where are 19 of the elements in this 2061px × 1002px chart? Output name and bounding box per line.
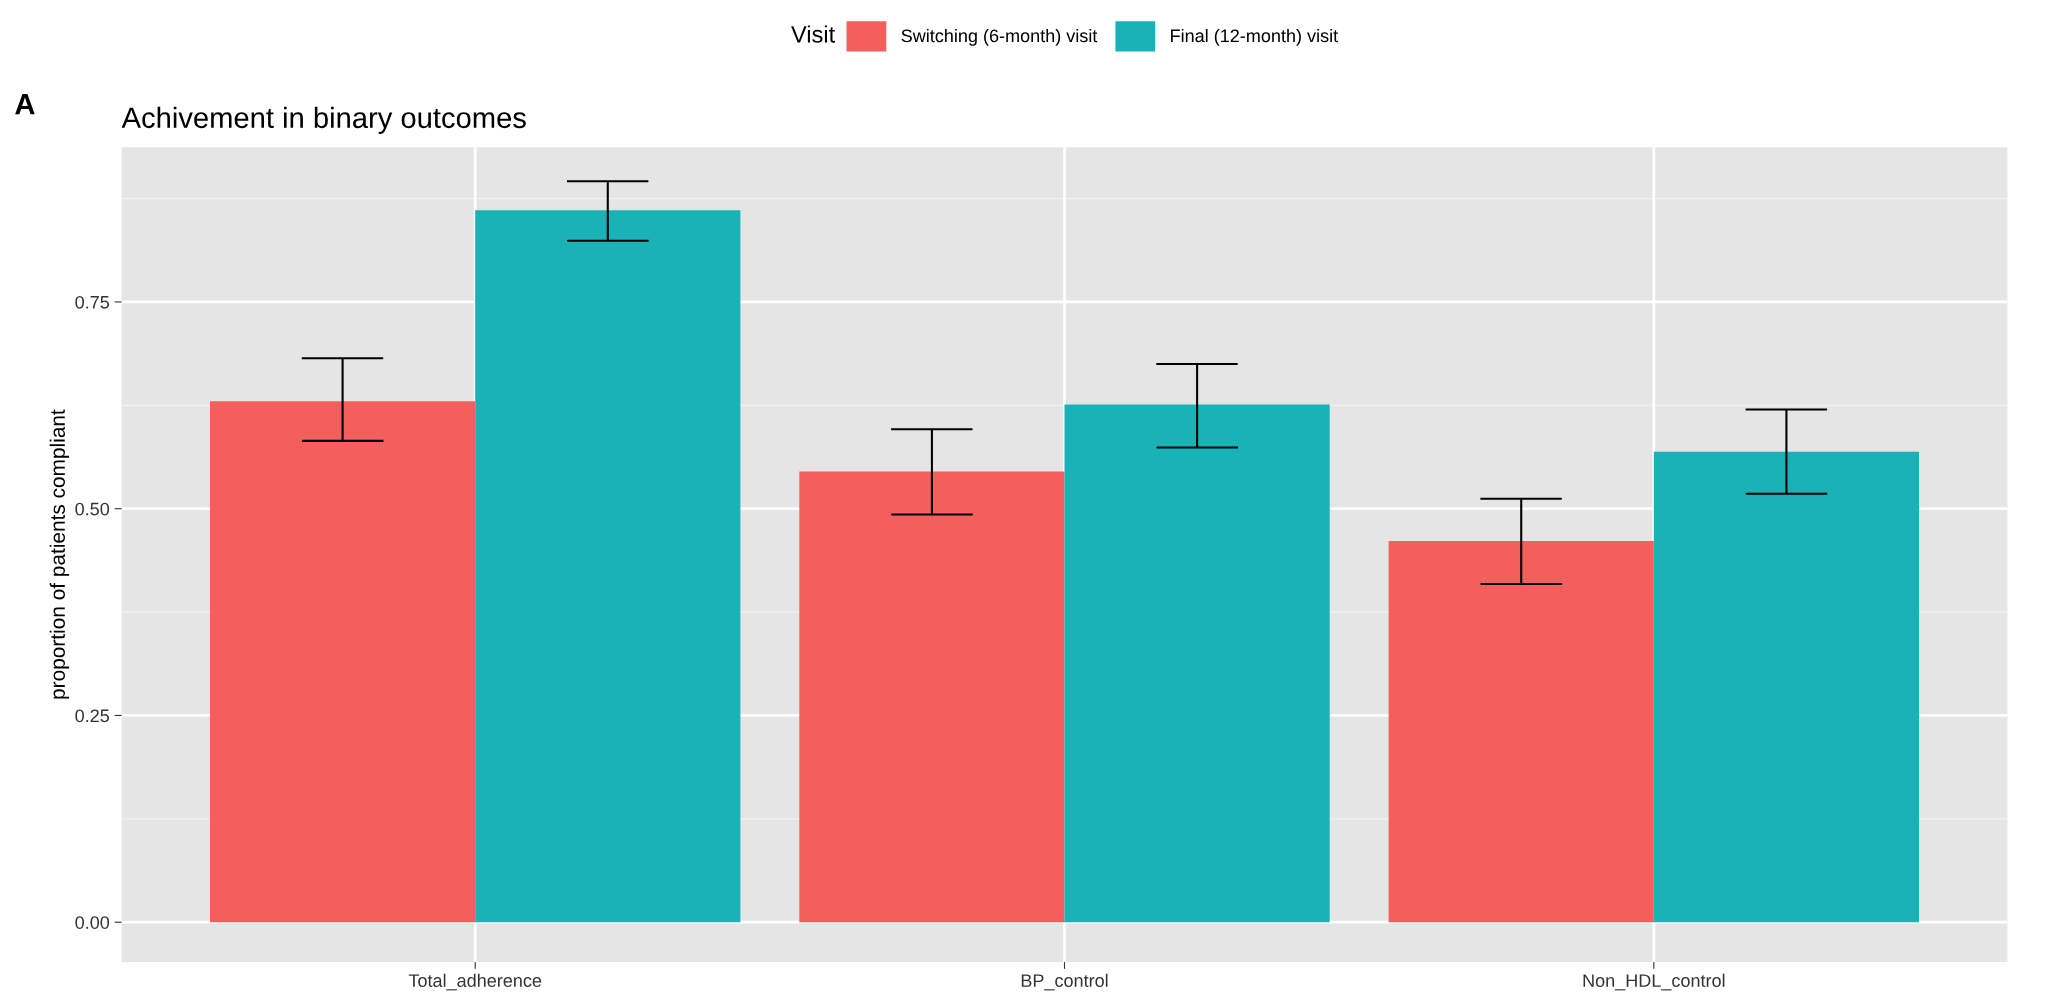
legend-title: Visit <box>791 25 835 43</box>
text: A <box>15 94 35 115</box>
x-tick-label: BP_control <box>1021 973 1108 991</box>
y-axis-title: proportion of patients compliant <box>49 409 70 699</box>
y-tick-label: 0.25 <box>75 709 110 723</box>
y-tick-label: 0.00 <box>75 916 110 929</box>
y-tick-label: 0.75 <box>75 295 110 309</box>
bar <box>1653 451 1920 923</box>
bar <box>1388 540 1654 923</box>
x-tick-label: Total_adherence <box>408 973 542 991</box>
chart-title: Achivement in binary outcomes <box>121 106 526 134</box>
legend-label: Switching (6-month) visit <box>901 28 1098 46</box>
x-tick-label: Non_HDL_control <box>1583 973 1725 991</box>
bar <box>210 401 476 923</box>
bar <box>799 471 1065 923</box>
y-tick-label: 0.50 <box>75 502 110 516</box>
legend-label: Final (12-month) visit <box>1171 28 1339 46</box>
bar <box>475 210 741 923</box>
bar <box>1064 404 1330 923</box>
